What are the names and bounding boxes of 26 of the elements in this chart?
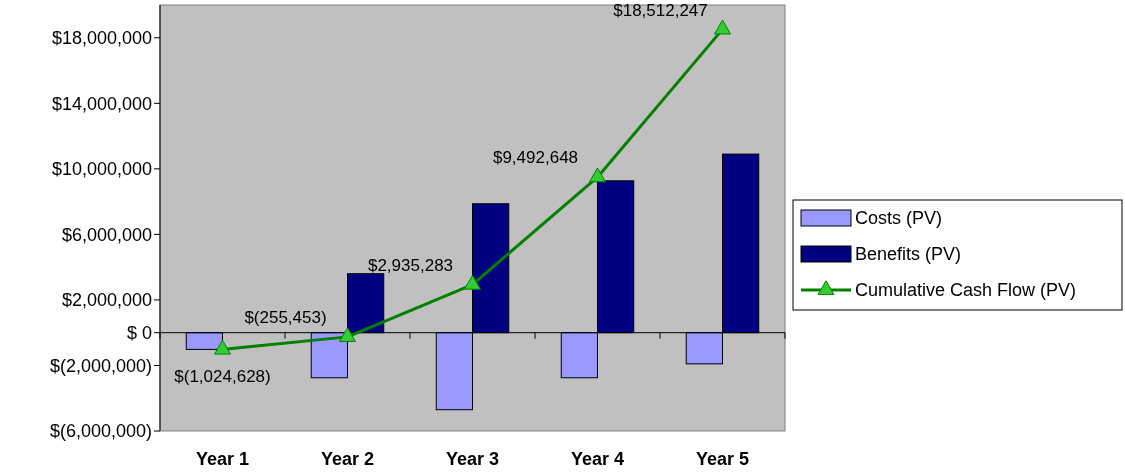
point (714, 19, 731, 35)
legend-label: Cumulative Cash Flow (PV) (855, 280, 1077, 301)
legend-label: Costs (PV) (855, 208, 943, 229)
data-label: $(1,024,628) (174, 367, 271, 387)
y-tick-label: $ 0 (126, 322, 152, 343)
data-label: $9,492,648 (492, 148, 579, 168)
y-tick-label: $2,000,000 (61, 290, 152, 311)
y-tick-label: $(2,000,000) (49, 355, 152, 376)
y-tick-label: $(6,000,000) (49, 421, 152, 442)
data-label: $18,512,247 (613, 1, 708, 20)
x-tick-label: Year 2 (320, 449, 375, 469)
data-label: $2,935,283 (367, 255, 454, 275)
legend-label: Benefits (PV) (855, 244, 962, 265)
point (464, 274, 481, 290)
x-tick-label: Year 1 (195, 449, 250, 469)
data-label: $(255,453) (244, 307, 327, 327)
y-tick-label: $14,000,000 (51, 93, 152, 114)
point (589, 167, 606, 183)
x-tick-label: Year 4 (570, 449, 625, 469)
y-tick-label: $6,000,000 (61, 224, 152, 245)
y-tick-label: $10,000,000 (51, 159, 152, 180)
x-tick-label: Year 5 (695, 449, 750, 469)
x-tick-label: Year 3 (445, 449, 500, 469)
y-tick-label: $18,000,000 (51, 28, 152, 49)
point (214, 339, 231, 355)
point (339, 327, 356, 342)
